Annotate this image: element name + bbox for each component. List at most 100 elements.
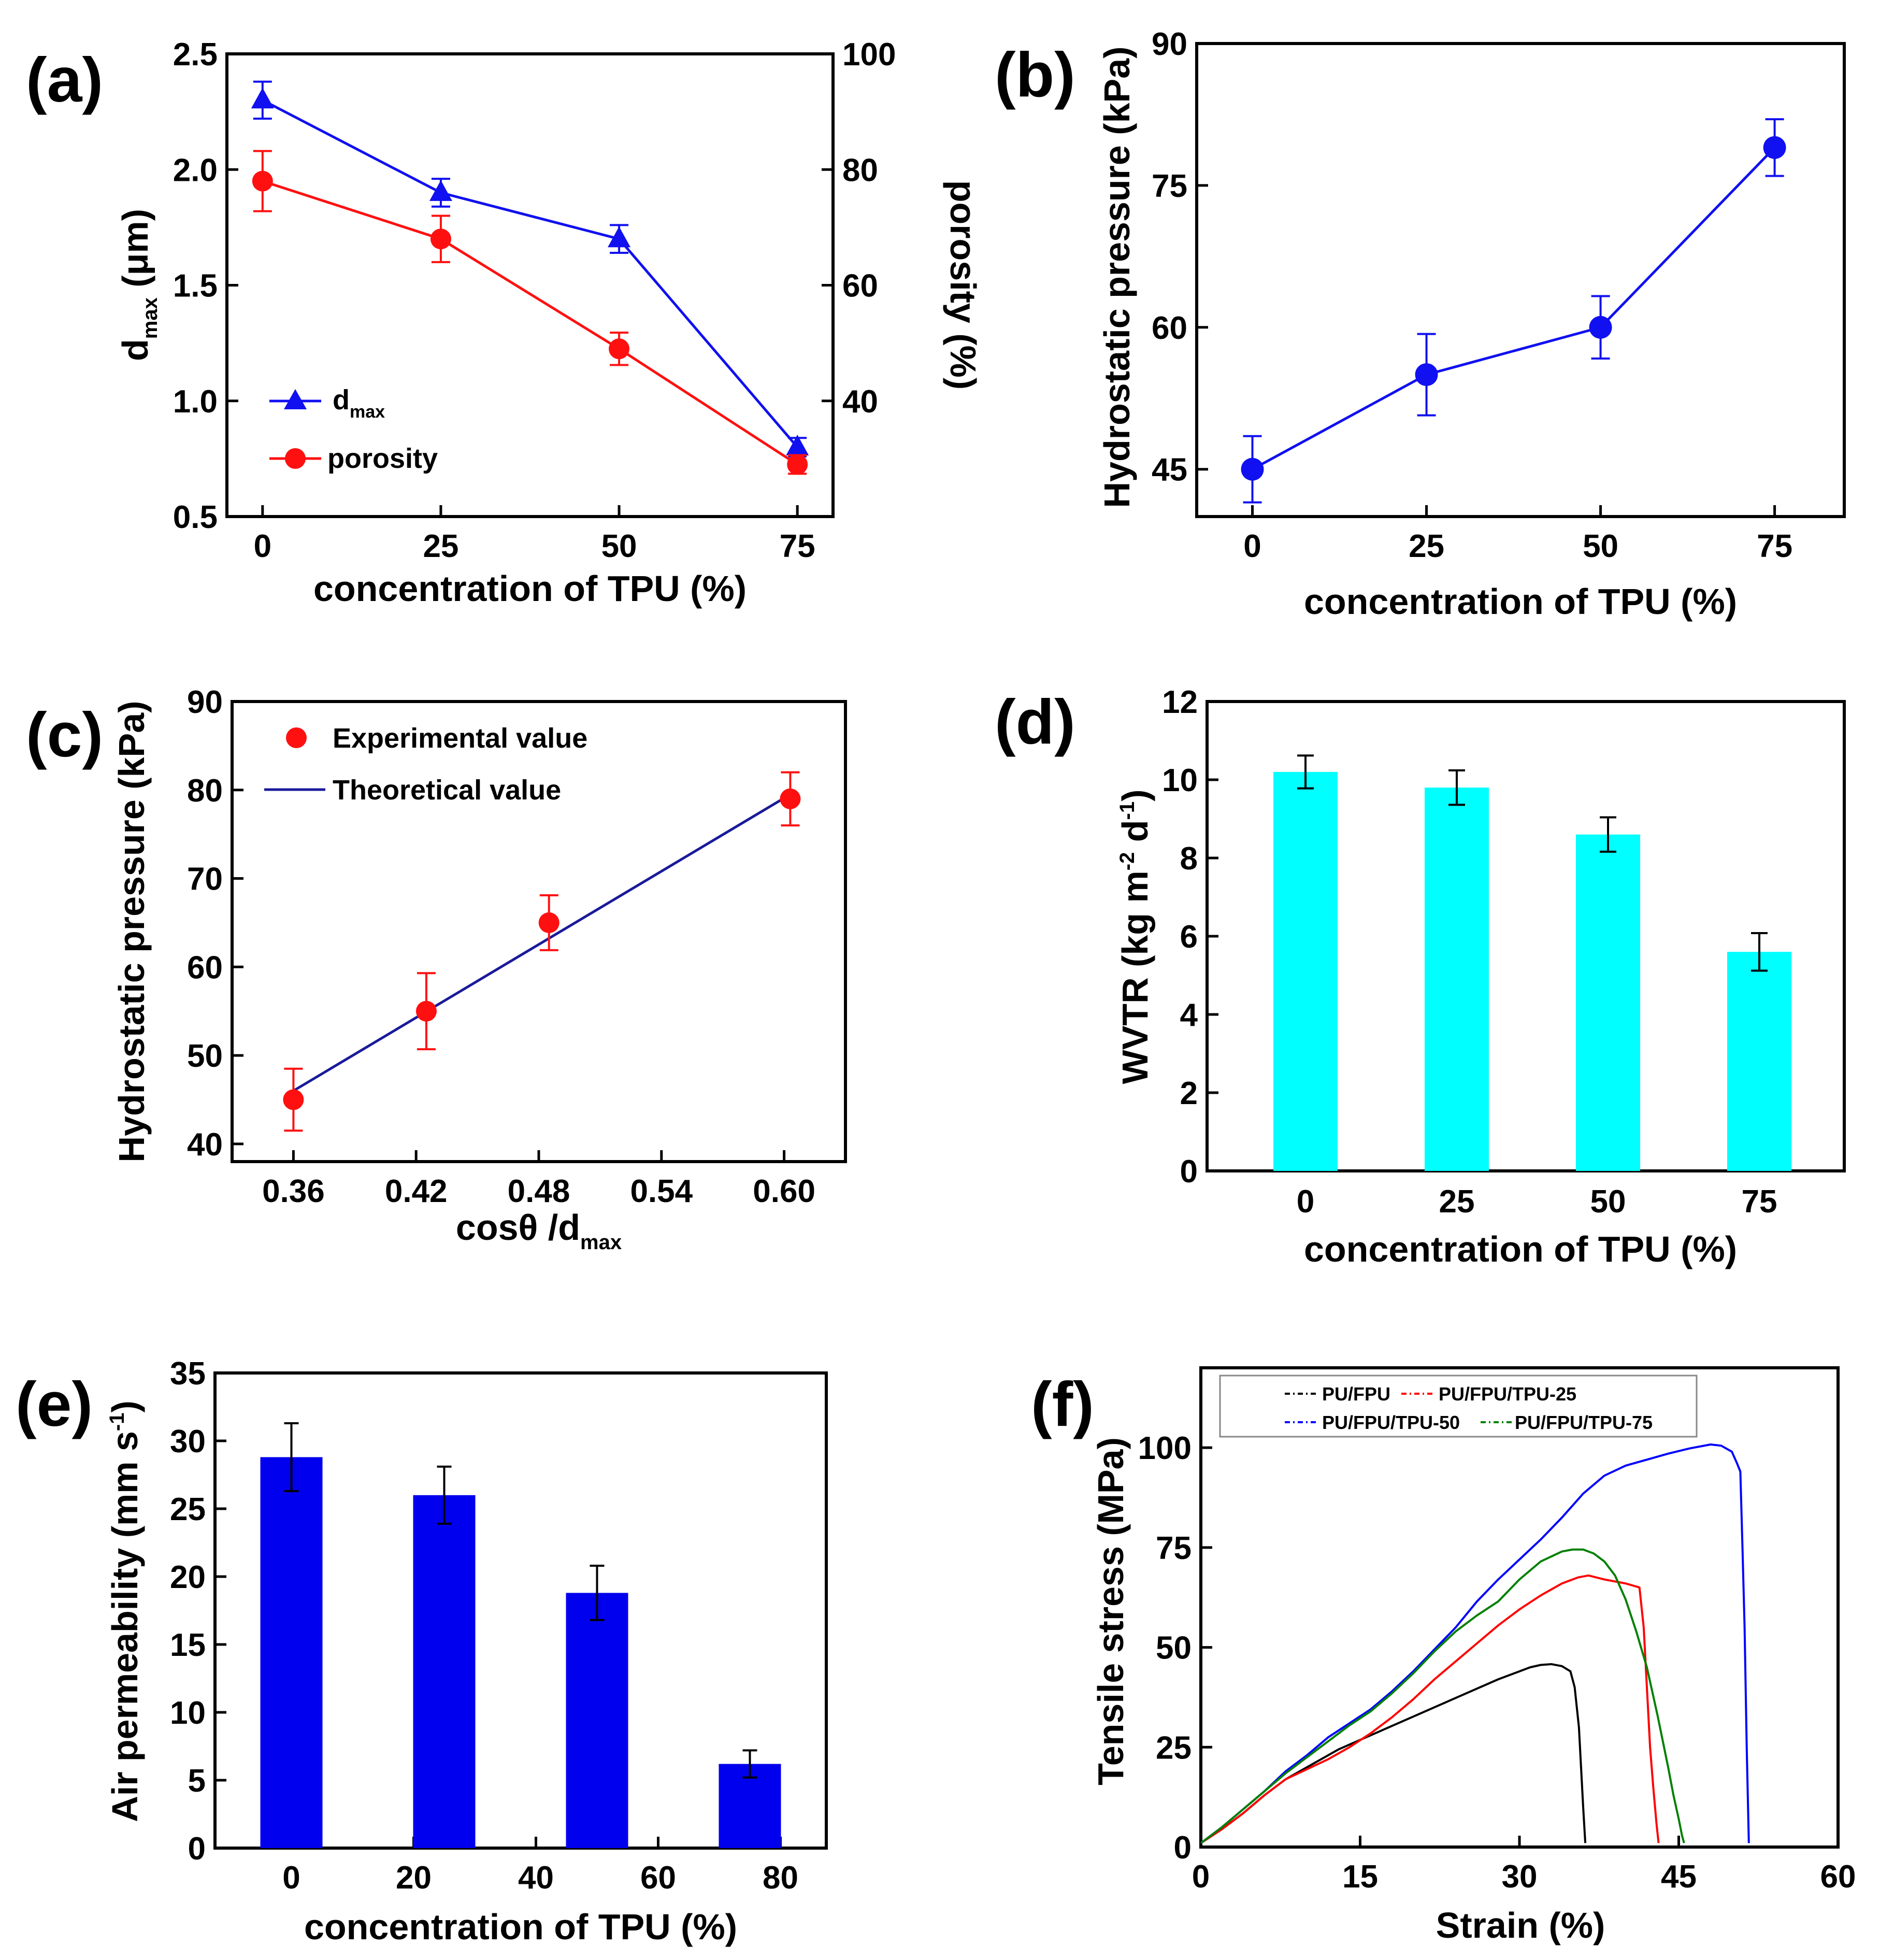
panel-b: (b) 0 25 50 75 45 60 75 90 concentration of TP… (995, 26, 1846, 622)
panel-d-x-axis-label: concentration of TPU (%) (1304, 1229, 1737, 1269)
bar-75 (1727, 952, 1791, 1171)
panel-c-plot (283, 771, 801, 1132)
panel-d-ylabel-end: ) (1115, 790, 1155, 802)
panel-f-ytick-label: 25 (1156, 1730, 1192, 1766)
panel-e-x-axis-label: concentration of TPU (%) (304, 1907, 737, 1947)
panel-c-y-axis: 40 50 60 70 80 90 (187, 684, 243, 1163)
theoretical-line (293, 793, 791, 1092)
series-hydrostatic-point (1241, 457, 1264, 481)
panel-b-xtick-label: 50 (1583, 528, 1618, 564)
panel-f-xtick-label: 15 (1342, 1859, 1378, 1895)
panel-c-y-axis-label: Hydrostatic pressure (kPa) (111, 701, 152, 1163)
panel-c-ytick-label: 60 (187, 950, 223, 985)
legend-tpu75-label: PU/FPU/TPU-75 (1515, 1412, 1653, 1433)
panel-f-ytick-label: 0 (1174, 1830, 1192, 1866)
series-pu-fpu-tpu-50-line (1200, 1443, 1750, 1844)
panel-e-ytick-label: 10 (170, 1695, 206, 1731)
panel-b-ytick-label: 60 (1152, 310, 1187, 346)
panel-c-xlabel-main: cosθ /d (456, 1207, 580, 1248)
panel-e-ytick-label: 5 (188, 1763, 206, 1799)
experimental-point (780, 788, 801, 809)
series-porosity-point (787, 454, 808, 475)
panel-d-ylabel-mid: d (1115, 820, 1155, 852)
panel-b-label: (b) (995, 39, 1075, 110)
bar-25 (413, 1495, 476, 1848)
series-pu-fpu-tpu-25-line (1200, 1574, 1660, 1844)
panel-a-y2-ytick-label: 40 (842, 384, 878, 420)
panel-c-xtick-label: 0.60 (753, 1174, 815, 1209)
panel-e-y-axis-label: Air permeability (mm s-1) (105, 1400, 145, 1822)
panel-b-y-axis: 45 60 75 90 (1152, 26, 1208, 488)
panel-c-ytick-label: 50 (187, 1038, 223, 1074)
panel-f-label: (f) (1031, 1369, 1094, 1439)
experimental-point (538, 912, 559, 933)
panel-a-ytick-label: 1.0 (173, 384, 218, 420)
panel-c-label: (c) (26, 699, 103, 770)
panel-a-frame (225, 52, 835, 518)
series-porosity-line (262, 180, 798, 466)
panel-d-ytick-label: 0 (1180, 1154, 1198, 1190)
panel-e-ylabel-main: Air permeability (mm s (105, 1431, 145, 1822)
panel-a-ylabel-unit: (μm) (115, 209, 155, 297)
panel-b-xtick-label: 0 (1243, 528, 1261, 564)
panel-b-xtick-label: 75 (1757, 528, 1792, 564)
panel-f-xtick-label: 60 (1820, 1859, 1856, 1895)
panel-d: (d) 0 25 50 75 0 2 4 6 8 10 12 concentration of T… (995, 684, 1846, 1269)
panel-e-ylabel-end: ) (105, 1400, 145, 1412)
panel-c-legend: Experimental value Theoretical value (264, 723, 587, 806)
panel-f-xtick-label: 0 (1192, 1859, 1210, 1895)
panel-a-ytick-label: 2.5 (173, 37, 218, 73)
panel-b-ytick-label: 75 (1152, 168, 1187, 204)
panel-e-xtick-label: 40 (518, 1860, 554, 1896)
panel-d-xtick-label: 50 (1590, 1184, 1626, 1220)
panel-e-ytick-label: 0 (188, 1831, 206, 1867)
panel-b-x-axis: 0 25 50 75 (1243, 505, 1792, 564)
panel-a-ylabel-sub: max (139, 297, 162, 339)
series-hydrostatic-point (1763, 136, 1786, 159)
bar-25 (1425, 788, 1489, 1171)
panel-d-ytick-label: 12 (1162, 684, 1198, 720)
panel-d-ytick-label: 8 (1180, 841, 1198, 877)
panel-f-xtick-label: 30 (1502, 1859, 1538, 1895)
panel-e: (e) 0 20 40 60 80 0 5 10 15 20 25 30 35 concentrati… (16, 1356, 828, 1947)
panel-f-ytick-label: 100 (1138, 1430, 1192, 1466)
panel-f-x-axis-label: Strain (%) (1436, 1905, 1605, 1945)
panel-a-xtick-label: 75 (780, 528, 815, 564)
panel-e-xtick-label: 0 (282, 1860, 300, 1896)
panel-a-x-axis: 0 25 50 75 (254, 505, 815, 564)
panel-c-xtick-label: 0.54 (630, 1174, 693, 1209)
panel-f-plot (1200, 1443, 1750, 1844)
panel-b-frame (1195, 42, 1846, 518)
panel-f-x-axis: 0 15 30 45 60 (1192, 1836, 1856, 1895)
series-dmax-point (429, 180, 452, 201)
panel-c-xlabel-sub: max (580, 1231, 622, 1254)
panel-e-ytick-label: 25 (170, 1492, 206, 1527)
panel-d-x-axis: 0 25 50 75 (1297, 1160, 1777, 1220)
panel-f-legend-box (1219, 1375, 1698, 1438)
series-porosity-point (252, 170, 273, 192)
panel-f-legend: PU/FPU PU/FPU/TPU-25 PU/FPU/TPU-50 PU/FP… (1219, 1375, 1698, 1438)
panel-e-ytick-label: 30 (170, 1424, 206, 1460)
series-dmax-line (262, 99, 799, 448)
legend-pufpu-label: PU/FPU (1322, 1383, 1390, 1405)
series-dmax-point (251, 88, 274, 109)
panel-a-y2-axis-label: porosity (%) (943, 180, 983, 390)
bar-0 (260, 1457, 323, 1848)
legend-tpu50-label: PU/FPU/TPU-50 (1322, 1412, 1460, 1433)
series-porosity-point (430, 228, 451, 250)
panel-e-ytick-label: 15 (170, 1627, 206, 1663)
panel-d-ytick-label: 6 (1180, 919, 1198, 955)
panel-a-xtick-label: 50 (601, 528, 637, 564)
panel-a-x-axis-label: concentration of TPU (%) (313, 568, 747, 609)
panel-e-label: (e) (16, 1369, 93, 1439)
panel-b-xtick-label: 25 (1409, 528, 1444, 564)
panel-e-x-axis: 0 20 40 60 80 (282, 1837, 798, 1896)
legend-dmax-sub: max (350, 402, 385, 422)
series-hydrostatic-point (1589, 316, 1612, 339)
series-dmax-point (608, 226, 631, 248)
panel-d-y-axis: 0 2 4 6 8 10 12 (1162, 684, 1218, 1190)
panel-d-xtick-label: 25 (1439, 1184, 1475, 1220)
panel-c-ytick-label: 90 (187, 684, 223, 720)
panel-e-ytick-label: 35 (170, 1356, 206, 1392)
